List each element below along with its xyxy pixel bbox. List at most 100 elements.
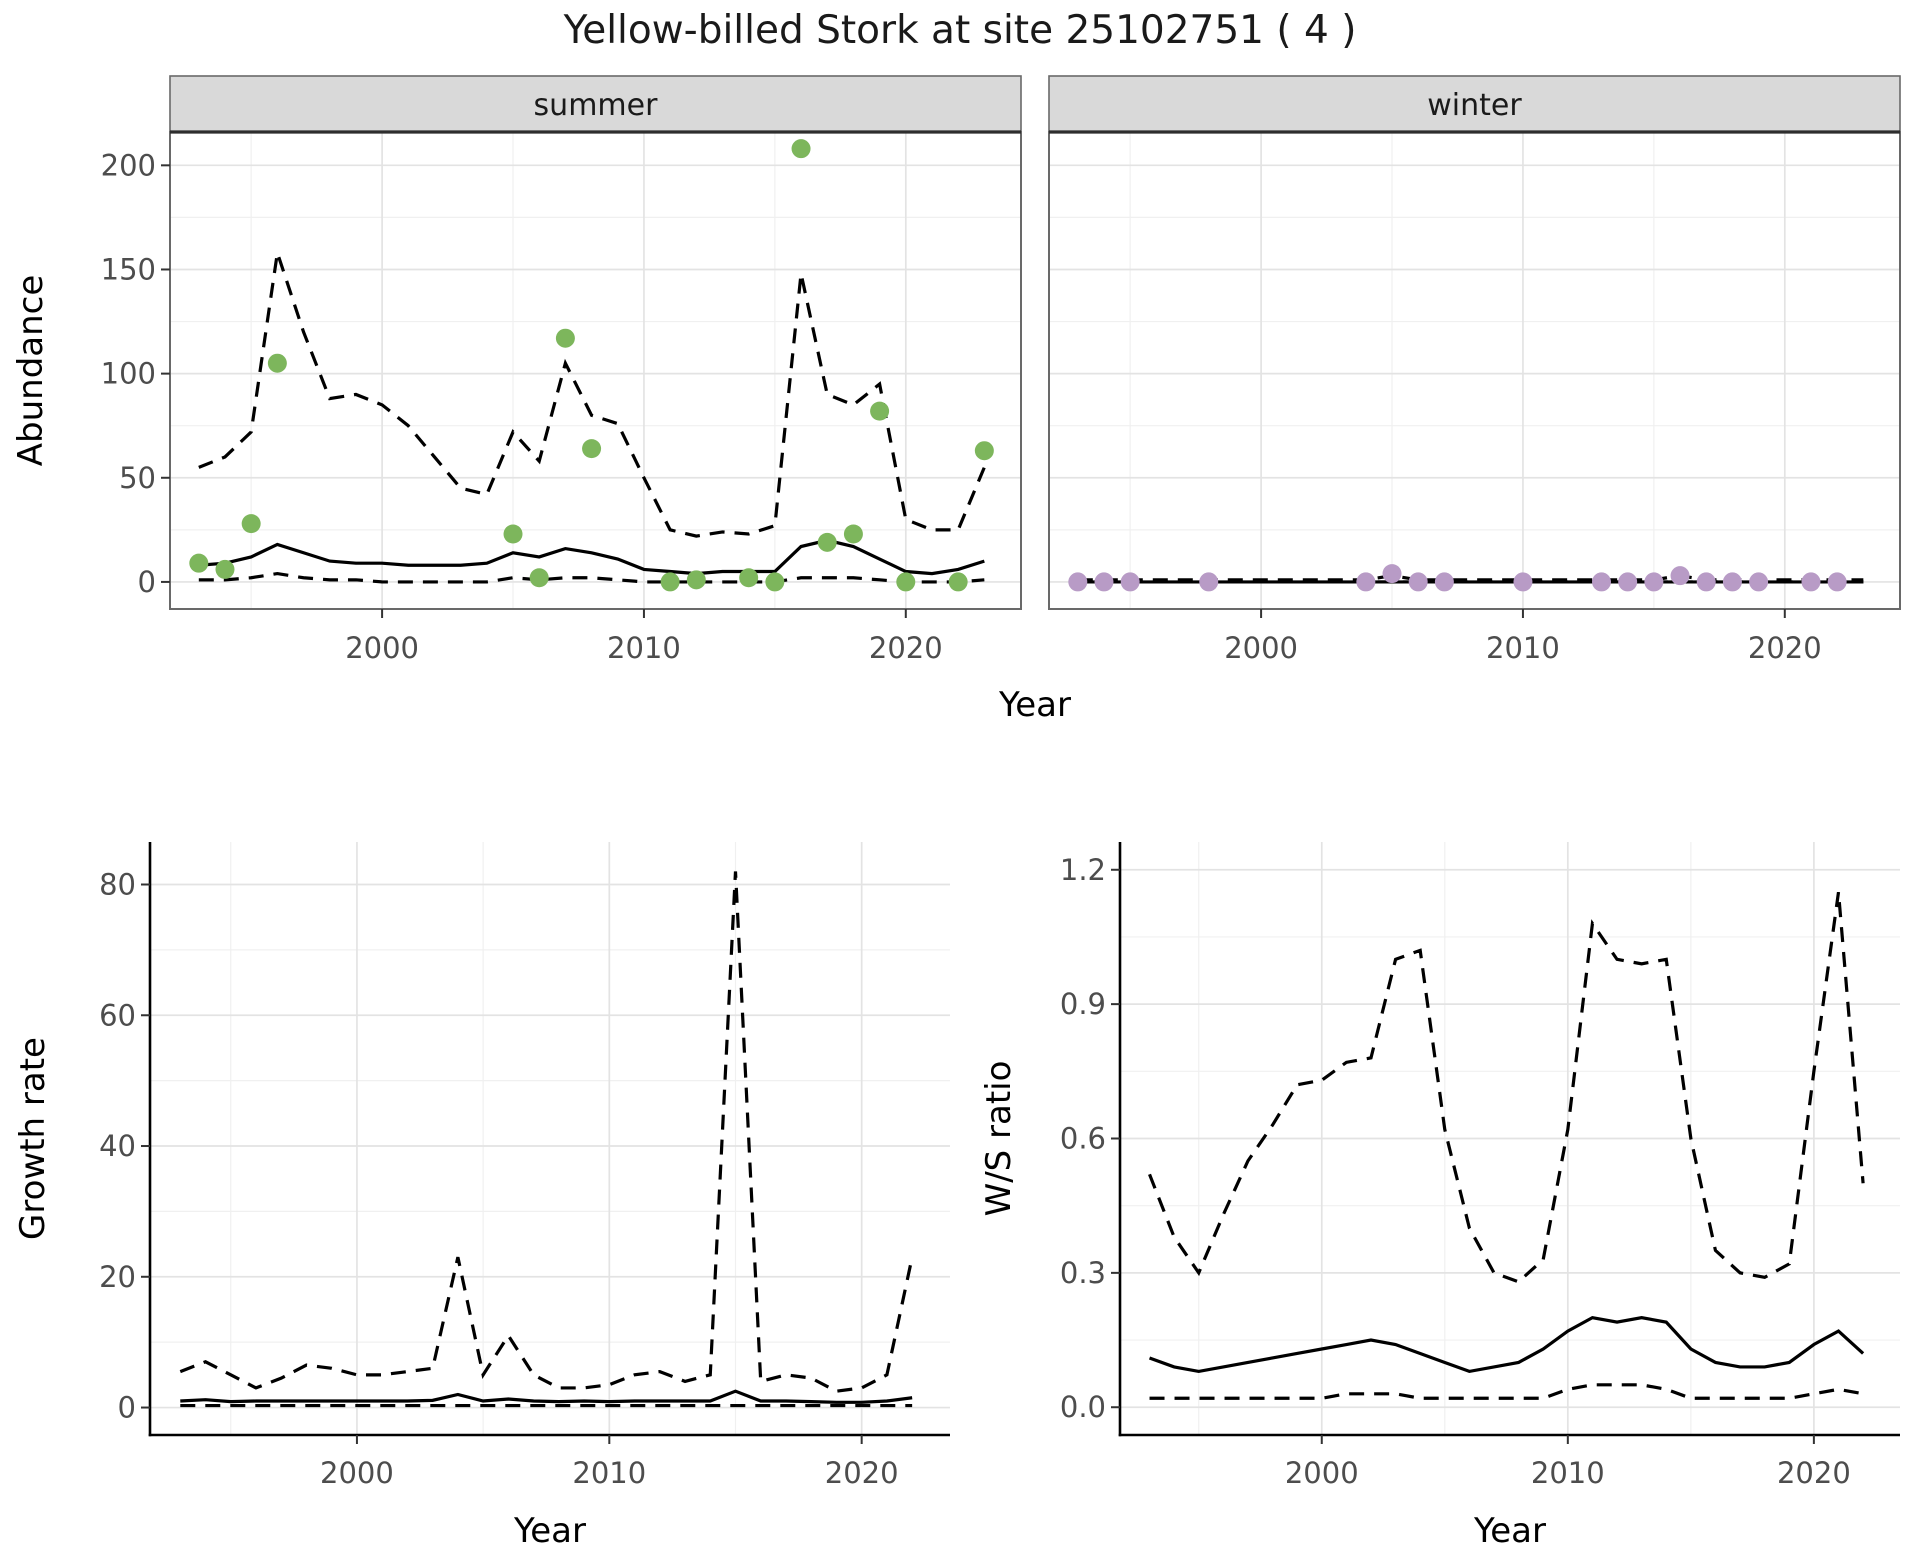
panel-ws_ratio: 2000 2010 2020 0.0 0.3 0.6 0.9 1.2: [1060, 842, 1900, 1490]
x-tick-label: 2000: [1224, 631, 1298, 665]
data-point: [1068, 572, 1088, 592]
chart-title: Yellow-billed Stork at site 25102751 ( 4…: [563, 8, 1357, 53]
panel-winter: winter 2000 2010 2020: [1048, 75, 1901, 665]
y-tick-label: 0.9: [1060, 987, 1106, 1021]
data-point: [974, 441, 994, 461]
y-tick-label: 50: [119, 461, 156, 495]
lower-ci-line: [1149, 1383, 1864, 1400]
x-axis-title: Year: [1473, 1511, 1546, 1551]
data-point: [1513, 572, 1533, 592]
median-line: [1148, 1315, 1865, 1374]
winter-points: [1068, 564, 1847, 592]
x-tick-label: 2020: [825, 1456, 899, 1490]
series-layer: [1148, 891, 1865, 1400]
panel-growth_rate: 2000 2010 2020 0 20 40 60 80: [99, 842, 950, 1490]
data-point: [1094, 572, 1114, 592]
data-point: [582, 439, 602, 459]
x-tick-label: 2010: [607, 631, 681, 665]
y-tick-label: 0.6: [1060, 1122, 1106, 1156]
upper-ci-line: [198, 252, 986, 538]
data-point: [660, 572, 680, 592]
data-point: [267, 353, 287, 373]
y-tick-label: 0: [138, 565, 156, 599]
gridlines: [150, 842, 950, 1435]
median-line: [198, 538, 985, 576]
median-line: [180, 1389, 913, 1404]
series-layer: [189, 139, 994, 592]
growth-rate-chart: 2000 2010 2020 0 20 40 60 80 Year Growth rate: [0, 820, 960, 1556]
upper-ci-line: [179, 871, 914, 1393]
y-tick-label: 0.3: [1060, 1256, 1106, 1290]
y-axis-title: Growth rate: [13, 1037, 53, 1240]
y-tick-label: 0.0: [1060, 1390, 1106, 1424]
data-point: [189, 553, 209, 573]
data-point: [503, 524, 523, 544]
series-layer: [179, 871, 914, 1408]
data-point: [1356, 572, 1376, 592]
data-point: [555, 328, 575, 348]
data-point: [1434, 572, 1454, 592]
data-point: [1749, 572, 1769, 592]
x-tick-label: 2020: [1748, 631, 1822, 665]
summer-points: [189, 139, 994, 592]
data-point: [1591, 572, 1611, 592]
gridlines: [170, 132, 1021, 609]
x-tick-label: 2020: [1777, 1456, 1851, 1490]
x-axis-title: Year: [513, 1511, 586, 1551]
data-point: [843, 524, 863, 544]
x-tick-label: 2010: [1486, 631, 1560, 665]
series-layer: [1068, 564, 1864, 592]
ws_ratio-plot-svg: 2000 2010 2020 0.0 0.3 0.6 0.9 1.2 Year W/S ratio: [979, 842, 1900, 1551]
facet-strip: [169, 75, 1022, 133]
y-tick-label: 60: [99, 998, 136, 1032]
data-point: [1120, 572, 1140, 592]
data-point: [686, 570, 706, 590]
lower-ci-line: [198, 571, 985, 584]
data-point: [215, 559, 235, 579]
y-tick-label: 0: [118, 1391, 136, 1425]
gridlines: [1120, 842, 1900, 1435]
data-point: [1644, 572, 1664, 592]
y-tick-label: 40: [99, 1129, 136, 1163]
y-axis-title: Abundance: [11, 275, 51, 467]
data-point: [1382, 564, 1402, 584]
data-point: [1827, 572, 1847, 592]
y-tick-label: 150: [101, 252, 156, 286]
y-tick-label: 200: [101, 148, 156, 182]
data-point: [791, 139, 811, 159]
ws-ratio-chart: 2000 2010 2020 0.0 0.3 0.6 0.9 1.2 Year W/S ratio: [960, 820, 1920, 1556]
data-point: [1722, 572, 1742, 592]
x-tick-label: 2000: [320, 1456, 394, 1490]
data-point: [1696, 572, 1716, 592]
panel-summer: summer 2000 2010 2020 0 50 100 150 200: [101, 75, 1022, 665]
abundance-plot-svg: summer 2000 2010 2020 0 50 100 150 200 winter 2000…: [11, 75, 1901, 725]
x-axis-title: Year: [998, 685, 1071, 725]
data-point: [817, 532, 837, 552]
data-point: [1199, 572, 1219, 592]
x-tick-label: 2000: [1285, 1456, 1359, 1490]
data-point: [1618, 572, 1638, 592]
growth_rate-plot-svg: 2000 2010 2020 0 20 40 60 80 Year Growth rate: [13, 842, 950, 1551]
abundance-chart: summer 2000 2010 2020 0 50 100 150 200 winter 2000…: [0, 62, 1920, 814]
data-point: [870, 401, 890, 421]
data-point: [739, 568, 759, 588]
y-tick-label: 1.2: [1060, 853, 1106, 887]
y-axis-title: W/S ratio: [979, 1061, 1019, 1217]
facet-label: winter: [1427, 88, 1522, 123]
facet-label: summer: [534, 88, 659, 123]
data-point: [1408, 572, 1428, 592]
y-tick-label: 20: [99, 1260, 136, 1294]
y-tick-label: 80: [99, 867, 136, 901]
data-point: [1801, 572, 1821, 592]
x-tick-label: 2000: [345, 631, 419, 665]
upper-ci-line: [1148, 891, 1865, 1284]
data-point: [529, 568, 549, 588]
data-point: [765, 572, 785, 592]
data-point: [1670, 566, 1690, 586]
x-tick-label: 2010: [1531, 1456, 1605, 1490]
data-point: [948, 572, 968, 592]
x-tick-label: 2020: [869, 631, 943, 665]
facet-strip: [1048, 75, 1901, 133]
data-point: [241, 514, 261, 534]
